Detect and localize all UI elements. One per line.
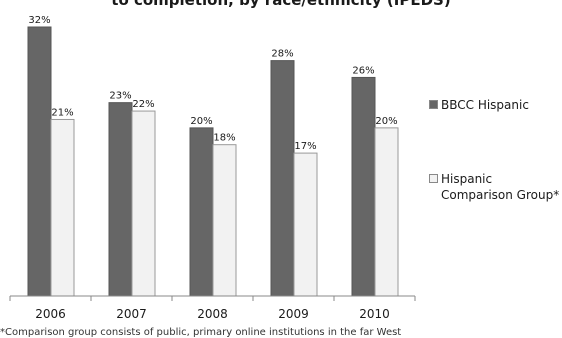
data-label-bbcc-hispanic-2007: 23% <box>109 91 131 102</box>
x-tick-label-2007: 2007 <box>116 307 147 321</box>
x-tick-label-2009: 2009 <box>278 307 309 321</box>
bar-bbcc-hispanic-2007 <box>108 102 133 297</box>
bar-hispanic-comparison-group-2010 <box>374 127 399 297</box>
data-label-hispanic-comparison-group-2008: 18% <box>213 133 235 144</box>
data-label-bbcc-hispanic-2008: 20% <box>190 116 212 127</box>
x-tick-label-2008: 2008 <box>197 307 228 321</box>
x-tick-label-2010: 2010 <box>359 307 390 321</box>
bar-hispanic-comparison-group-2008 <box>212 144 237 297</box>
data-label-hispanic-comparison-group-2010: 20% <box>375 116 397 127</box>
bar-hispanic-comparison-group-2006 <box>50 118 75 297</box>
bar-hispanic-comparison-group-2007 <box>131 110 156 297</box>
data-label-hispanic-comparison-group-2009: 17% <box>294 141 316 152</box>
x-tick-label-2006: 2006 <box>35 307 66 321</box>
bar-hispanic-comparison-group-2009 <box>293 152 318 297</box>
data-label-bbcc-hispanic-2006: 32% <box>28 15 50 26</box>
bar-bbcc-hispanic-2010 <box>351 76 376 297</box>
data-label-bbcc-hispanic-2009: 28% <box>271 49 293 60</box>
legend-swatch-bbcc-hispanic <box>429 100 438 109</box>
bar-bbcc-hispanic-2009 <box>270 60 295 297</box>
chart-footnote: *Comparison group consists of public, pr… <box>0 327 402 338</box>
legend-label-hispanic-comparison: Hispanic Comparison Group* <box>441 172 560 202</box>
data-label-hispanic-comparison-group-2006: 21% <box>51 107 73 118</box>
legend-label-bbcc-hispanic: BBCC Hispanic <box>441 98 529 112</box>
bar-bbcc-hispanic-2006 <box>27 26 52 297</box>
legend-item-bbcc-hispanic: BBCC Hispanic <box>429 97 562 113</box>
legend-item-hispanic-comparison: Hispanic Comparison Group* <box>429 171 562 203</box>
chart-title: to completion, by race/ethnicity (IPEDS) <box>111 0 451 9</box>
data-label-bbcc-hispanic-2010: 26% <box>352 65 374 76</box>
legend-swatch-hispanic-comparison <box>429 174 438 183</box>
data-label-hispanic-comparison-group-2007: 22% <box>132 99 154 110</box>
bar-bbcc-hispanic-2008 <box>189 127 214 297</box>
